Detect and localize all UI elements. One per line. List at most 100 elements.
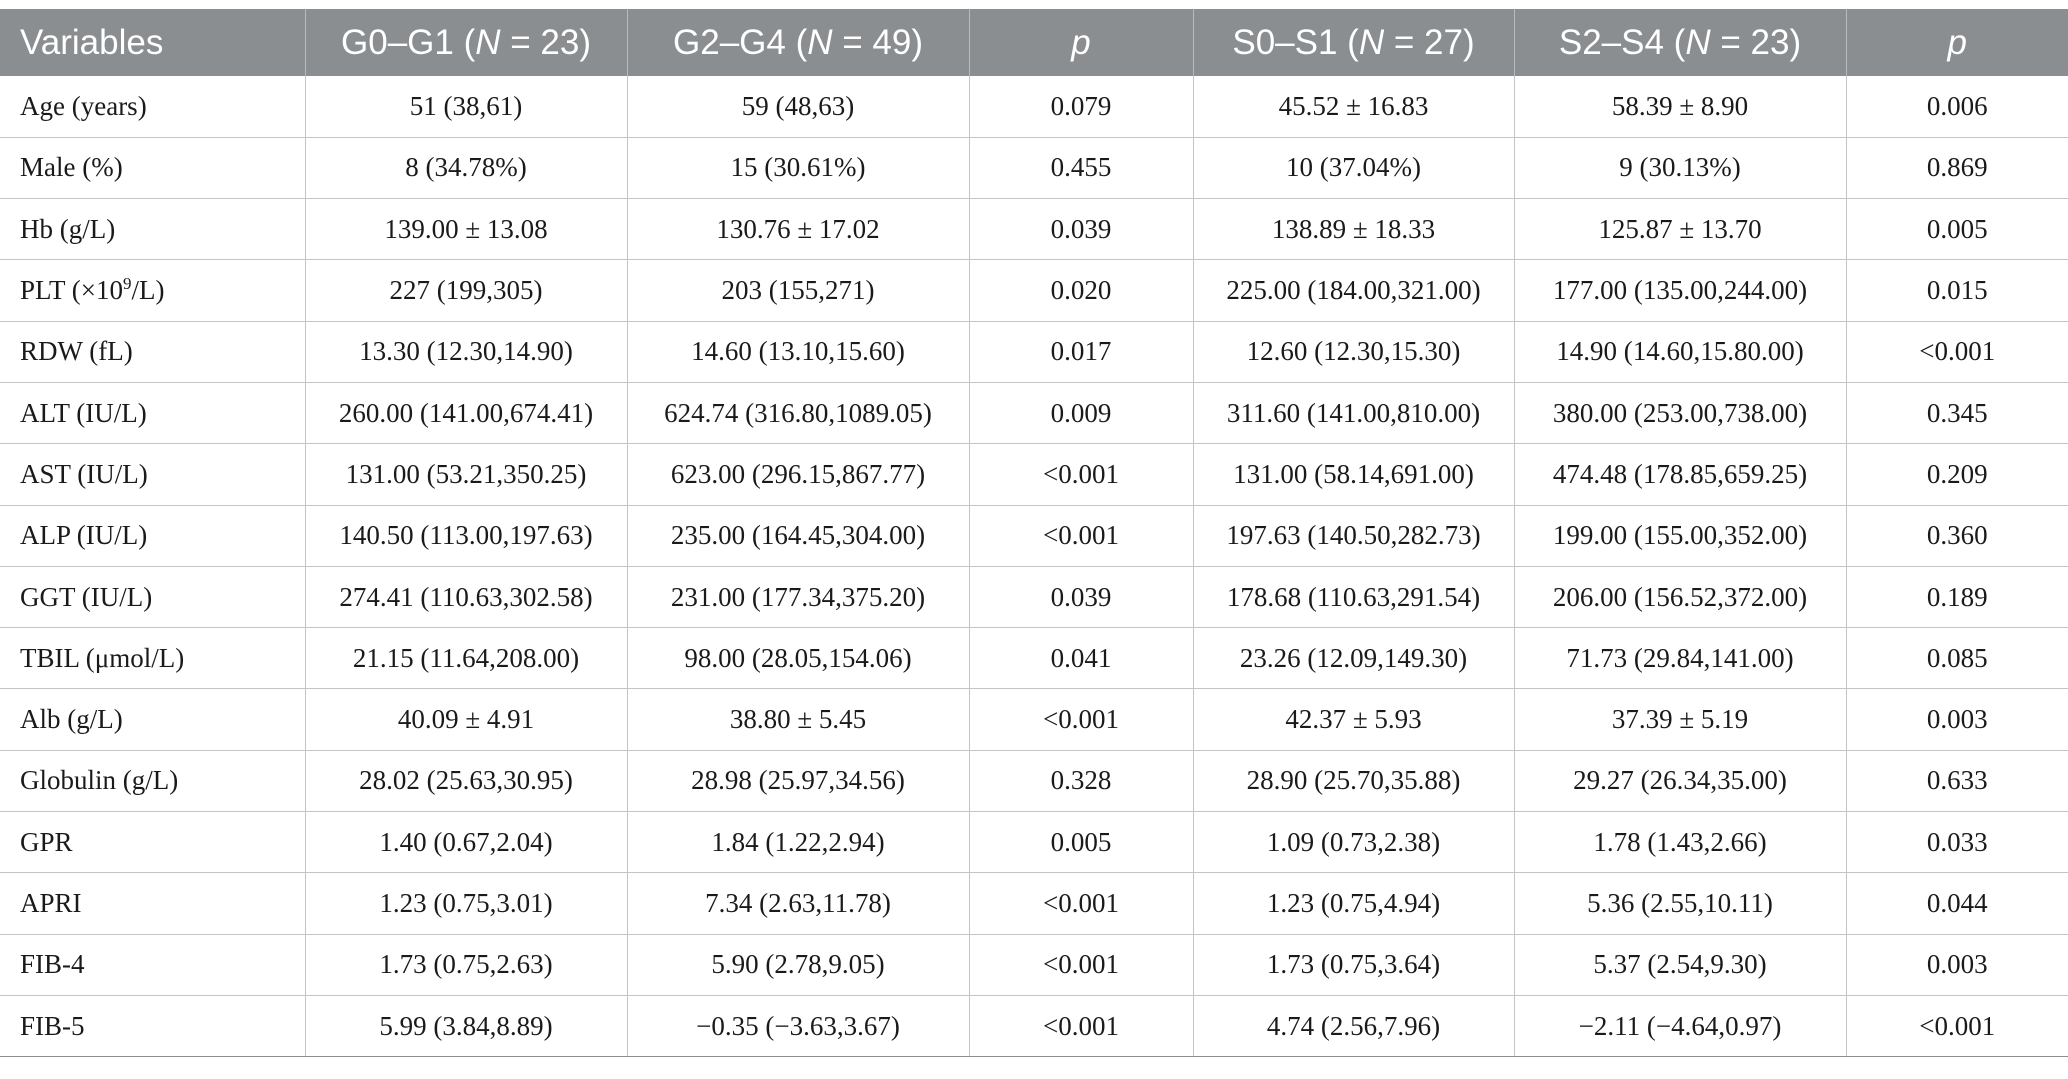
header-text-suffix: = 49) bbox=[832, 22, 923, 62]
variable-label: PLT (×109/L) bbox=[0, 259, 305, 322]
table-cell: 71.73 (29.84,141.00) bbox=[1513, 627, 1846, 690]
table-cell: −0.35 (−3.63,3.67) bbox=[626, 995, 969, 1058]
table-cell: 29.27 (26.34,35.00) bbox=[1513, 750, 1846, 813]
table-cell: 474.48 (178.85,659.25) bbox=[1513, 443, 1846, 506]
table-cell: 40.09 ± 4.91 bbox=[304, 688, 627, 751]
header-text: G0–G1 ( bbox=[341, 22, 476, 62]
table-cell: 1.73 (0.75,3.64) bbox=[1192, 934, 1514, 996]
table-row: FIB-4 1.73 (0.75,2.63) 5.90 (2.78,9.05) <0.… bbox=[0, 934, 2068, 996]
table-cell: 130.76 ± 17.02 bbox=[626, 198, 969, 261]
table-cell: 0.006 bbox=[1845, 76, 2068, 138]
table-cell: 0.044 bbox=[1845, 872, 2068, 935]
table-cell: <0.001 bbox=[968, 872, 1193, 935]
plt-label-unit: /L) bbox=[131, 275, 165, 306]
table-cell: 1.40 (0.67,2.04) bbox=[304, 811, 627, 874]
table-cell: 0.015 bbox=[1845, 259, 2068, 322]
variable-label: Hb (g/L) bbox=[0, 198, 305, 261]
table-cell: 0.079 bbox=[968, 76, 1193, 138]
table-cell: 0.209 bbox=[1845, 443, 2068, 506]
data-table: Variables G0–G1 (N = 23) G2–G4 (N = 49) p S0… bbox=[0, 9, 2068, 1058]
table-cell: <0.001 bbox=[968, 443, 1193, 506]
table-cell: 0.005 bbox=[1845, 198, 2068, 261]
table-cell: 0.041 bbox=[968, 627, 1193, 690]
plt-label-superscript: 9 bbox=[123, 274, 132, 294]
table-cell: <0.001 bbox=[1845, 321, 2068, 383]
table-cell: 131.00 (53.21,350.25) bbox=[304, 443, 627, 506]
table-cell: 23.26 (12.09,149.30) bbox=[1192, 627, 1514, 690]
table-cell: 14.60 (13.10,15.60) bbox=[626, 321, 969, 383]
table-cell: 0.039 bbox=[968, 566, 1193, 629]
table-row: Alb (g/L) 40.09 ± 4.91 38.80 ± 5.45 <0.001 4… bbox=[0, 688, 2068, 751]
table-row: RDW (fL) 13.30 (12.30,14.90) 14.60 (13.10,… bbox=[0, 321, 2068, 383]
table-cell: 260.00 (141.00,674.41) bbox=[304, 382, 627, 445]
table-cell: 0.003 bbox=[1845, 934, 2068, 996]
variable-label: AST (IU/L) bbox=[0, 443, 305, 506]
table-cell: 227 (199,305) bbox=[304, 259, 627, 322]
table-cell: 37.39 ± 5.19 bbox=[1513, 688, 1846, 751]
table-cell: 178.68 (110.63,291.54) bbox=[1192, 566, 1514, 629]
table-cell: 206.00 (156.52,372.00) bbox=[1513, 566, 1846, 629]
table-cell: 177.00 (135.00,244.00) bbox=[1513, 259, 1846, 322]
header-italic-text: p bbox=[1071, 22, 1091, 62]
table-cell: 311.60 (141.00,810.00) bbox=[1192, 382, 1514, 445]
header-g2-g4: G2–G4 (N = 49) bbox=[626, 9, 969, 76]
table-cell: 1.09 (0.73,2.38) bbox=[1192, 811, 1514, 874]
table-cell: 274.41 (110.63,302.58) bbox=[304, 566, 627, 629]
variable-label: GGT (IU/L) bbox=[0, 566, 305, 629]
table-cell: 38.80 ± 5.45 bbox=[626, 688, 969, 751]
header-p-stage: p bbox=[1845, 9, 2068, 76]
table-cell: 10 (37.04%) bbox=[1192, 137, 1514, 200]
variable-label: Alb (g/L) bbox=[0, 688, 305, 751]
variable-label: GPR bbox=[0, 811, 305, 874]
table-cell: 1.23 (0.75,4.94) bbox=[1192, 872, 1514, 935]
table-cell: 235.00 (164.45,304.00) bbox=[626, 505, 969, 567]
table-cell: 0.085 bbox=[1845, 627, 2068, 690]
header-italic-text: N bbox=[1685, 22, 1711, 62]
variable-label: FIB-4 bbox=[0, 934, 305, 996]
table-cell: 0.020 bbox=[968, 259, 1193, 322]
header-s0-s1: S0–S1 (N = 27) bbox=[1192, 9, 1514, 76]
plt-label-text: PLT (×10 bbox=[20, 275, 124, 306]
table-row: GPR 1.40 (0.67,2.04) 1.84 (1.22,2.94) 0.005… bbox=[0, 811, 2068, 874]
header-italic-text: N bbox=[807, 22, 833, 62]
variable-label: Globulin (g/L) bbox=[0, 750, 305, 813]
table-cell: 203 (155,271) bbox=[626, 259, 969, 322]
table-cell: 140.50 (113.00,197.63) bbox=[304, 505, 627, 567]
table-cell: −2.11 (−4.64,0.97) bbox=[1513, 995, 1846, 1058]
table-cell: 5.90 (2.78,9.05) bbox=[626, 934, 969, 996]
table-cell: <0.001 bbox=[1845, 995, 2068, 1058]
header-text: Variables bbox=[20, 22, 164, 62]
table-cell: 0.005 bbox=[968, 811, 1193, 874]
header-italic-text: N bbox=[1358, 22, 1385, 62]
table-header: Variables G0–G1 (N = 23) G2–G4 (N = 49) p S0… bbox=[0, 9, 2068, 76]
header-row: Variables G0–G1 (N = 23) G2–G4 (N = 49) p S0… bbox=[0, 9, 2068, 76]
table-cell: 0.009 bbox=[968, 382, 1193, 445]
table-cell: 4.74 (2.56,7.96) bbox=[1192, 995, 1514, 1058]
table-cell: 0.189 bbox=[1845, 566, 2068, 629]
table-cell: 0.345 bbox=[1845, 382, 2068, 445]
table-cell: 28.02 (25.63,30.95) bbox=[304, 750, 627, 813]
table-cell: 12.60 (12.30,15.30) bbox=[1192, 321, 1514, 383]
table-body: Age (years) 51 (38,61) 59 (48,63) 0.079 45.5… bbox=[0, 76, 2068, 1058]
table-cell: 8 (34.78%) bbox=[304, 137, 627, 200]
table-cell: 0.869 bbox=[1845, 137, 2068, 200]
table-cell: 28.90 (25.70,35.88) bbox=[1192, 750, 1514, 813]
table-cell: 42.37 ± 5.93 bbox=[1192, 688, 1514, 751]
table-cell: 13.30 (12.30,14.90) bbox=[304, 321, 627, 383]
table-cell: 5.99 (3.84,8.89) bbox=[304, 995, 627, 1058]
table-row: AST (IU/L) 131.00 (53.21,350.25) 623.00 (2… bbox=[0, 443, 2068, 506]
variable-label: Age (years) bbox=[0, 76, 305, 138]
table-cell: <0.001 bbox=[968, 934, 1193, 996]
table-row: ALP (IU/L) 140.50 (113.00,197.63) 235.00 (… bbox=[0, 505, 2068, 567]
table-cell: 0.633 bbox=[1845, 750, 2068, 813]
table-cell: 0.360 bbox=[1845, 505, 2068, 567]
table-cell: 5.36 (2.55,10.11) bbox=[1513, 872, 1846, 935]
variable-label: Male (%) bbox=[0, 137, 305, 200]
table-cell: 138.89 ± 18.33 bbox=[1192, 198, 1514, 261]
table-cell: <0.001 bbox=[968, 505, 1193, 567]
table-cell: <0.001 bbox=[968, 688, 1193, 751]
table-cell: 197.63 (140.50,282.73) bbox=[1192, 505, 1514, 567]
table-cell: 59 (48,63) bbox=[626, 76, 969, 138]
table-cell: 0.328 bbox=[968, 750, 1193, 813]
table-cell: 5.37 (2.54,9.30) bbox=[1513, 934, 1846, 996]
